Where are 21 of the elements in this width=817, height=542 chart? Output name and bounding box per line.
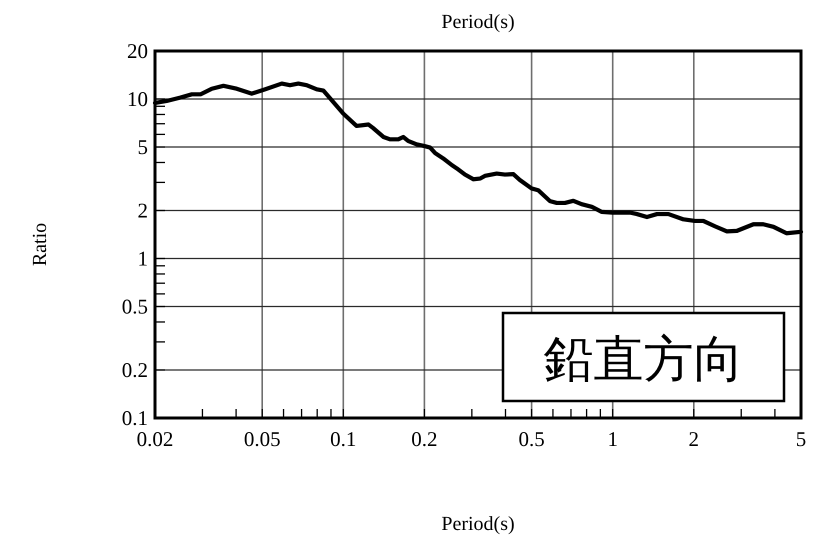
annotation: 鉛直方向 <box>502 312 786 402</box>
x-tick-label: 2 <box>688 427 700 451</box>
y-axis-title: Ratio <box>29 222 51 266</box>
annotation: 鉛直方向 <box>544 330 744 388</box>
x-tick-label: 0.1 <box>330 427 356 451</box>
x-tick-label: 0.5 <box>518 427 545 451</box>
y-tick-label: 1 <box>138 246 148 271</box>
y-tick-label: 5 <box>138 135 148 160</box>
y-tick-label: 0.2 <box>122 358 148 382</box>
x-tick-label: 0.02 <box>136 427 174 451</box>
x-tick-label: 5 <box>796 427 806 451</box>
y-tick-label: 10 <box>127 87 148 112</box>
x-tick-label: 0.05 <box>244 427 281 451</box>
y-tick-label: 0.1 <box>122 406 148 430</box>
x-axis-title: Period(s) <box>441 513 515 535</box>
y-tick-label: 0.5 <box>122 294 148 319</box>
y-tick-label: 2 <box>138 198 148 222</box>
y-tick-label: 20 <box>127 39 148 63</box>
x-tick-label: 0.2 <box>411 427 438 451</box>
x-tick-label: 1 <box>607 427 618 451</box>
chart-title: Period(s) <box>441 11 515 33</box>
